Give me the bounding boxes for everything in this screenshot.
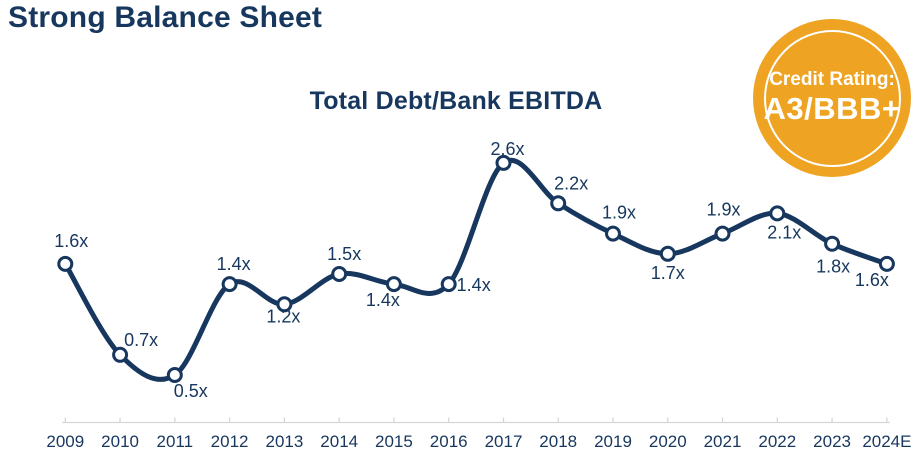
credit-rating-value: A3/BBB+	[763, 91, 901, 127]
data-point-2013	[276, 296, 293, 313]
data-point-2023	[824, 235, 841, 252]
x-tick-label-2021: 2021	[704, 432, 742, 451]
data-point-2022	[769, 205, 786, 222]
data-point-2019	[605, 225, 621, 242]
data-point-2021	[714, 225, 731, 242]
data-point-2012	[221, 276, 238, 293]
point-label-2023: 1.8x	[816, 257, 850, 277]
x-tick-label-2024E: 2024E	[862, 432, 911, 451]
point-label-2024E: 1.6x	[855, 270, 889, 290]
data-point-2017	[495, 154, 512, 171]
point-label-2012: 1.4x	[217, 254, 251, 274]
point-label-2020: 1.7x	[651, 263, 685, 283]
point-label-2015: 1.4x	[366, 290, 400, 310]
data-point-2020	[659, 245, 676, 262]
x-tick-label-2014: 2014	[320, 432, 358, 451]
credit-rating-label: Credit Rating:	[769, 69, 895, 91]
page-title: Strong Balance Sheet	[8, 1, 323, 34]
x-tick-label-2015: 2015	[375, 432, 413, 451]
point-label-2016: 1.4x	[457, 275, 491, 295]
x-tick-label-2010: 2010	[101, 432, 139, 451]
point-label-2017: 2.6x	[490, 139, 524, 159]
x-tick-label-2016: 2016	[430, 432, 468, 451]
data-point-2010	[112, 346, 129, 363]
data-point-2015	[385, 276, 402, 293]
x-tick-label-2023: 2023	[813, 432, 851, 451]
data-point-2011	[166, 367, 183, 383]
series-line	[62, 157, 890, 382]
x-tick-label-2012: 2012	[211, 432, 249, 451]
data-point-2009	[57, 255, 74, 272]
x-tick-label-2013: 2013	[265, 432, 303, 451]
data-point-2014	[331, 266, 348, 282]
point-label-2013: 1.2x	[266, 306, 300, 326]
data-point-2024E	[878, 255, 895, 272]
x-tick-label-2017: 2017	[485, 432, 523, 451]
point-label-2018: 2.2x	[554, 173, 588, 193]
point-label-2021: 1.9x	[706, 200, 740, 220]
point-label-2019: 1.9x	[602, 203, 636, 223]
x-tick-label-2019: 2019	[594, 432, 632, 451]
credit-rating-badge: Credit Rating: A3/BBB+	[753, 19, 911, 177]
point-label-2010: 0.7x	[124, 330, 158, 350]
point-label-2014: 1.5x	[327, 244, 361, 264]
x-tick-label-2018: 2018	[539, 432, 577, 451]
badge-ring: Credit Rating: A3/BBB+	[763, 29, 901, 167]
data-point-2016	[440, 276, 457, 293]
x-tick-label-2011: 2011	[157, 432, 194, 451]
x-tick-label-2022: 2022	[758, 432, 796, 451]
x-tick-label-2020: 2020	[649, 432, 687, 451]
point-label-2011: 0.5x	[174, 381, 208, 401]
x-tick-label-2009: 2009	[46, 432, 84, 451]
chart-title: Total Debt/Bank EBITDA	[309, 87, 603, 115]
point-label-2009: 1.6x	[54, 231, 88, 251]
point-label-2022: 2.1x	[767, 222, 801, 242]
data-point-2018	[550, 195, 567, 212]
